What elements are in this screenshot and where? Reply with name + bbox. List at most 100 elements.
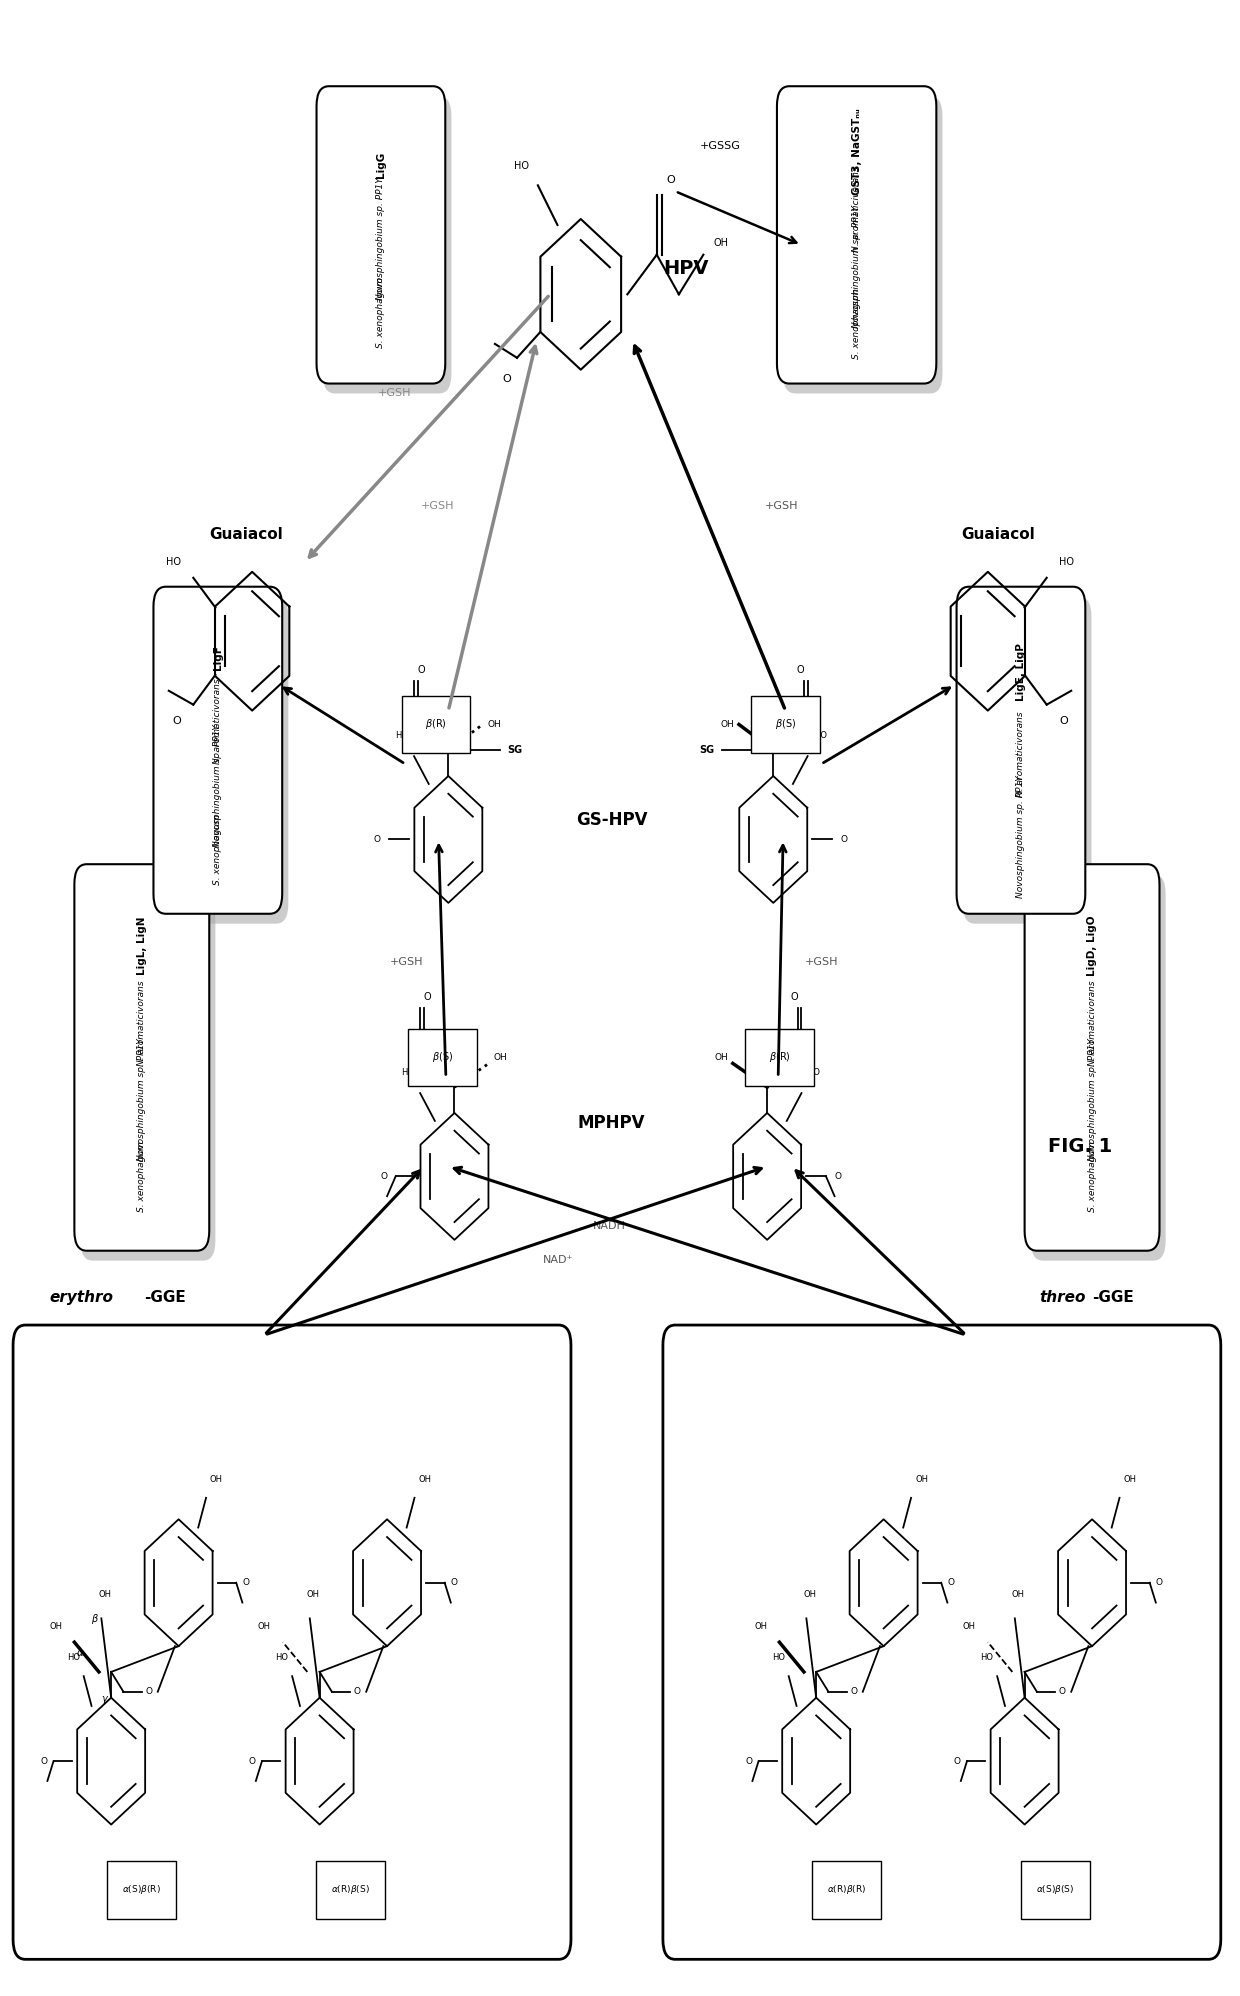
Text: +GSH: +GSH [389, 958, 423, 968]
Text: $\beta$: $\beta$ [91, 1613, 99, 1627]
FancyBboxPatch shape [784, 96, 942, 393]
FancyBboxPatch shape [745, 1028, 813, 1086]
Text: O: O [374, 834, 381, 844]
FancyBboxPatch shape [108, 1860, 176, 1918]
Text: O: O [947, 1579, 955, 1587]
Text: O: O [249, 1756, 255, 1766]
Text: HO: HO [394, 731, 408, 741]
Text: Novosphingobium sp. PP1Y: Novosphingobium sp. PP1Y [1087, 1038, 1096, 1162]
Text: Novosphingobium sp. PP1Y: Novosphingobium sp. PP1Y [852, 206, 861, 327]
Text: Guaiacol: Guaiacol [961, 527, 1034, 543]
Text: HO: HO [981, 1653, 993, 1663]
Text: HO: HO [771, 1653, 785, 1663]
FancyBboxPatch shape [81, 874, 216, 1261]
Text: HO: HO [515, 162, 529, 172]
Text: O: O [790, 992, 797, 1002]
Text: MPHPV: MPHPV [578, 1114, 645, 1132]
Text: O: O [424, 992, 432, 1002]
FancyBboxPatch shape [74, 864, 210, 1251]
Text: $\alpha$(R)$\beta$(S): $\alpha$(R)$\beta$(S) [331, 1884, 370, 1896]
Text: HO: HO [166, 557, 181, 567]
Text: OH: OH [962, 1623, 976, 1631]
Text: threo: threo [1039, 1289, 1086, 1305]
Text: $\alpha$: $\alpha$ [76, 1649, 84, 1659]
Text: +GSH: +GSH [378, 389, 412, 399]
Text: O: O [451, 1579, 458, 1587]
Text: S. xenophagum: S. xenophagum [377, 277, 386, 347]
FancyBboxPatch shape [14, 1325, 570, 1960]
Text: GST3, NaGSTₙᵤ: GST3, NaGSTₙᵤ [852, 108, 862, 196]
FancyBboxPatch shape [408, 1028, 476, 1086]
Text: HO: HO [275, 1653, 288, 1663]
Text: O: O [242, 1579, 249, 1587]
Text: OH: OH [210, 1475, 223, 1483]
Text: S. xenophagum: S. xenophagum [138, 1142, 146, 1212]
Text: OH: OH [258, 1623, 270, 1631]
Text: OH: OH [720, 721, 734, 729]
Text: $\beta$(R): $\beta$(R) [769, 1050, 790, 1064]
Text: O: O [1059, 715, 1068, 725]
Text: OH: OH [418, 1475, 432, 1483]
Text: N. aromaticivorans: N. aromaticivorans [138, 980, 146, 1066]
Text: N. aromaticivorans: N. aromaticivorans [1017, 711, 1025, 796]
Text: O: O [745, 1756, 753, 1766]
FancyBboxPatch shape [316, 1860, 384, 1918]
FancyBboxPatch shape [160, 597, 289, 924]
Text: O: O [796, 665, 804, 675]
Text: $\beta$(S): $\beta$(S) [775, 717, 796, 731]
Text: -GGE: -GGE [144, 1289, 186, 1305]
Text: HO: HO [807, 1068, 821, 1078]
Text: Novosphingobium sp. PP1Y: Novosphingobium sp. PP1Y [377, 178, 386, 299]
Text: OH: OH [98, 1589, 112, 1599]
Text: O: O [835, 1172, 842, 1182]
Text: Novosphingobium sp. PP1Y: Novosphingobium sp. PP1Y [138, 1038, 146, 1162]
FancyBboxPatch shape [1030, 874, 1166, 1261]
FancyBboxPatch shape [154, 587, 283, 914]
Text: O: O [503, 373, 512, 383]
Text: LigF: LigF [213, 645, 223, 671]
Text: O: O [851, 1687, 858, 1697]
Text: O: O [418, 665, 425, 675]
Text: O: O [172, 715, 181, 725]
Text: HO: HO [813, 731, 827, 741]
Text: erythro: erythro [50, 1289, 114, 1305]
Text: $\beta$(R): $\beta$(R) [425, 717, 446, 731]
Text: -GGE: -GGE [1092, 1289, 1133, 1305]
Text: $\beta$(S): $\beta$(S) [432, 1050, 453, 1064]
FancyBboxPatch shape [956, 587, 1085, 914]
Text: +GSH: +GSH [765, 501, 799, 511]
Text: O: O [41, 1756, 47, 1766]
Text: N. aromaticivorans: N. aromaticivorans [213, 679, 222, 764]
FancyBboxPatch shape [812, 1860, 882, 1918]
Text: OH: OH [754, 1623, 768, 1631]
Text: HO: HO [401, 1068, 414, 1078]
Text: +GSH: +GSH [420, 501, 455, 511]
Text: $\alpha$(S)$\beta$(R): $\alpha$(S)$\beta$(R) [123, 1884, 161, 1896]
Text: O: O [1156, 1579, 1163, 1587]
Text: SG: SG [699, 745, 714, 754]
FancyBboxPatch shape [777, 86, 936, 383]
Text: +GSSG: +GSSG [699, 140, 740, 150]
FancyBboxPatch shape [316, 86, 445, 383]
Text: O: O [353, 1687, 361, 1697]
Text: Guaiacol: Guaiacol [210, 527, 283, 543]
Text: N. aromaticivorans: N. aromaticivorans [1087, 980, 1096, 1066]
Text: O: O [667, 176, 676, 186]
Text: NAD⁺: NAD⁺ [543, 1255, 573, 1265]
FancyBboxPatch shape [402, 697, 470, 752]
Text: S. xenophagum: S. xenophagum [852, 287, 861, 359]
Text: NADH: NADH [593, 1222, 626, 1232]
Text: O: O [954, 1756, 961, 1766]
Text: O: O [841, 834, 848, 844]
Text: S. xenophagum: S. xenophagum [213, 814, 222, 884]
Text: OH: OH [804, 1589, 817, 1599]
FancyBboxPatch shape [663, 1325, 1221, 1960]
Text: GS-HPV: GS-HPV [575, 810, 647, 828]
Text: HO: HO [67, 1653, 79, 1663]
Text: N. aromaticivorans: N. aromaticivorans [852, 166, 861, 251]
Text: O: O [379, 1172, 387, 1182]
Text: LigE, LigP: LigE, LigP [1016, 643, 1025, 701]
Text: OH: OH [915, 1475, 928, 1483]
Text: $\alpha$(S)$\beta$(S): $\alpha$(S)$\beta$(S) [1037, 1884, 1074, 1896]
Text: Novosphingobium sp. PP1Y: Novosphingobium sp. PP1Y [1017, 774, 1025, 898]
